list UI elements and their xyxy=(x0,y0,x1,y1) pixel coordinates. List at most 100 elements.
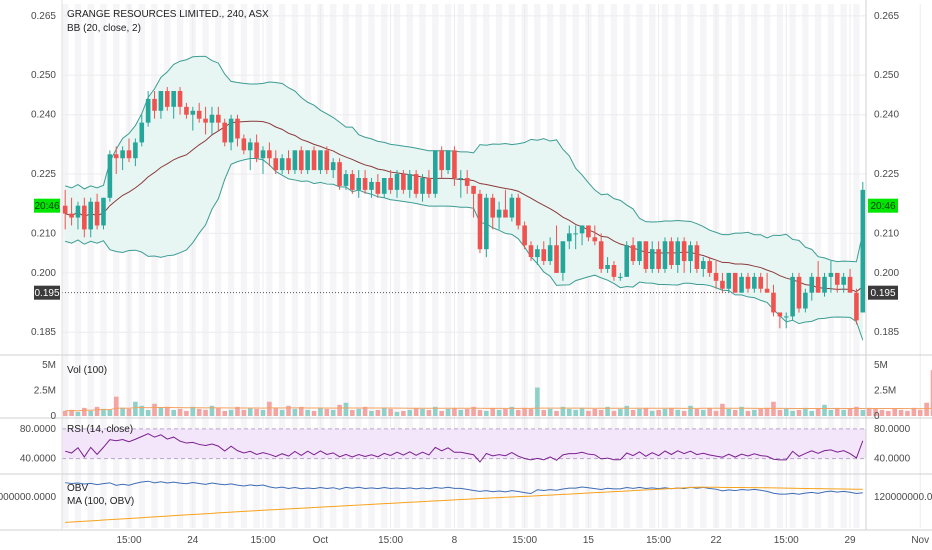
volume-bar xyxy=(854,406,859,416)
price-tick-label-left: 0.210 xyxy=(31,228,56,239)
volume-bar xyxy=(235,406,240,416)
volume-bar xyxy=(930,370,932,416)
volume-bar xyxy=(113,396,119,416)
candle-body xyxy=(247,142,253,151)
session-stripe xyxy=(342,4,350,528)
volume-bar xyxy=(777,409,783,416)
candle-body xyxy=(643,241,649,269)
candle-body xyxy=(350,174,355,190)
session-stripe xyxy=(483,4,490,528)
candle-body xyxy=(203,118,208,123)
candle-body xyxy=(834,272,840,285)
candle-body xyxy=(228,118,234,143)
obv-ma-line xyxy=(65,486,863,523)
volume-bar xyxy=(783,408,789,416)
volume-bar xyxy=(803,407,808,416)
price-tick-label-right: 0.185 xyxy=(874,327,899,338)
volume-bar xyxy=(133,401,138,416)
session-stripe xyxy=(381,4,388,528)
candle-body xyxy=(420,178,425,194)
volume-bar xyxy=(471,406,476,416)
volume-bar xyxy=(528,408,534,416)
candle-body xyxy=(592,237,598,242)
candle-body xyxy=(343,174,349,186)
volume-bar xyxy=(484,410,489,416)
candle-body xyxy=(452,150,457,178)
volume-bar xyxy=(318,407,323,416)
candle-body xyxy=(624,245,630,277)
session-stripe xyxy=(215,4,222,528)
volume-bar xyxy=(171,409,176,416)
volume-bar xyxy=(886,410,891,416)
candle-body xyxy=(286,158,291,171)
volume-bar xyxy=(847,408,853,416)
candle-body xyxy=(503,209,508,218)
candle-body xyxy=(484,197,489,250)
session-stripe xyxy=(87,4,94,528)
volume-bar xyxy=(286,405,291,416)
obv-ma-label: MA (100, OBV) xyxy=(67,496,134,507)
volume-bar xyxy=(362,406,368,416)
volume-bar xyxy=(369,410,374,416)
session-stripe xyxy=(508,4,516,528)
volume-bar xyxy=(477,409,483,416)
rsi-line xyxy=(65,433,864,463)
session-stripe xyxy=(100,4,107,528)
volume-bar xyxy=(120,407,125,416)
volume-bar xyxy=(496,409,502,416)
bollinger-upper-band xyxy=(65,55,864,263)
volume-bar xyxy=(841,409,846,416)
current-price-tag-right-bg xyxy=(868,285,898,300)
price-tick-label-left: 0.225 xyxy=(31,169,56,180)
session-stripe xyxy=(444,4,452,528)
candle-body xyxy=(158,91,164,111)
volume-bar xyxy=(464,408,470,416)
volume-bar xyxy=(726,408,732,416)
candle-body xyxy=(809,276,815,293)
candle-body xyxy=(267,150,272,159)
volume-bar xyxy=(694,408,700,416)
candle-body xyxy=(94,201,100,226)
candle-body xyxy=(362,178,368,190)
candle-body xyxy=(554,245,559,273)
candle-body xyxy=(458,178,464,179)
countdown-tag-right: 20:46 xyxy=(870,201,895,212)
time-tick-label: 15:00 xyxy=(646,535,671,546)
volume-bar xyxy=(88,410,94,416)
session-stripe xyxy=(164,4,171,528)
time-tick-label: 24 xyxy=(187,535,199,546)
candle-body xyxy=(445,150,451,171)
volume-bar xyxy=(356,408,362,416)
volume-bar xyxy=(152,403,157,416)
session-stripe xyxy=(304,4,311,528)
candle-body xyxy=(586,225,591,238)
volume-bar xyxy=(241,409,247,416)
candle-body xyxy=(471,185,476,194)
volume-bar xyxy=(407,409,413,416)
candle-body xyxy=(656,249,661,269)
candle-body xyxy=(101,197,106,226)
volume-bar xyxy=(764,407,770,416)
candle-body xyxy=(216,114,221,123)
volume-bar xyxy=(222,410,228,416)
candle-body xyxy=(82,205,87,230)
candle-body xyxy=(413,174,419,194)
rsi-band xyxy=(62,428,866,459)
price-tick-label-right: 0.265 xyxy=(874,11,899,22)
session-stripe xyxy=(495,4,503,528)
candle-body xyxy=(260,150,266,159)
volume-bar xyxy=(828,409,834,416)
volume-bar xyxy=(866,407,872,416)
time-tick-label: 22 xyxy=(710,535,722,546)
volume-bar xyxy=(139,405,145,416)
volume-bar xyxy=(879,409,885,416)
volume-bar xyxy=(209,405,215,416)
price-tick-label-left: 0.265 xyxy=(31,11,56,22)
volume-bar xyxy=(771,401,776,416)
volume-bar xyxy=(688,405,693,416)
candle-body xyxy=(464,178,470,186)
time-tick-label: Oct xyxy=(313,535,329,546)
session-stripe xyxy=(62,4,69,528)
volume-bar xyxy=(203,409,208,416)
session-stripe xyxy=(176,4,184,528)
